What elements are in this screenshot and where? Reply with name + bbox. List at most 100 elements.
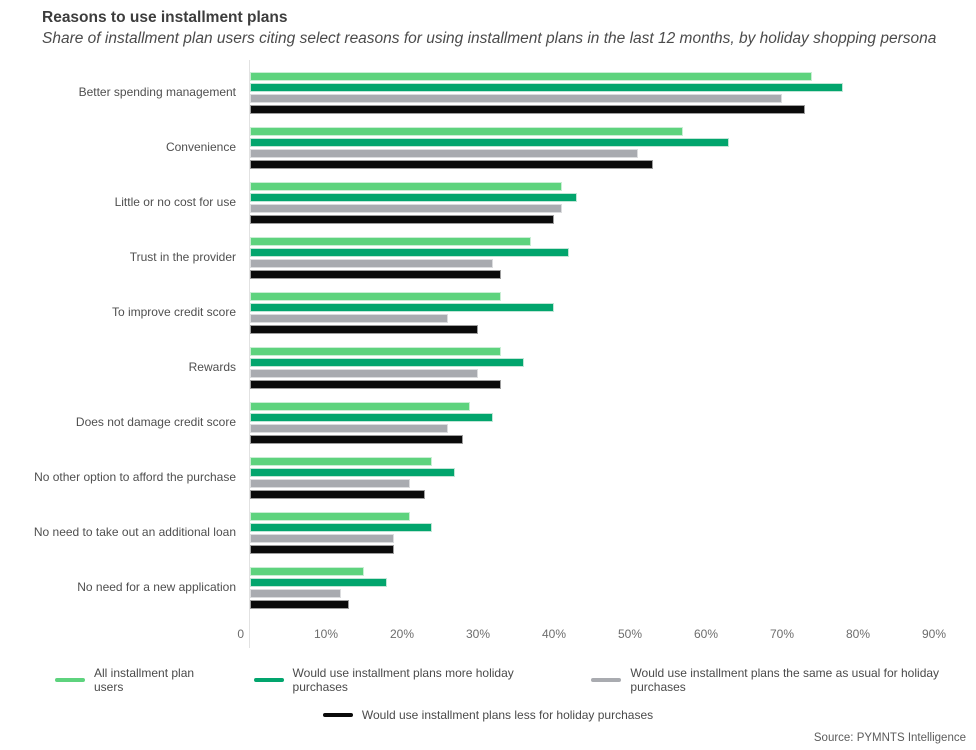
- category-label: To improve credit score: [111, 305, 236, 320]
- bar-would-use-installment-plans-the-same-as-usual-for-holiday-purchases: [250, 148, 638, 158]
- bar-would-use-installment-plans-less-for-holiday-purchases: [250, 104, 805, 114]
- x-tick-label: 20%: [389, 626, 415, 641]
- bar-chart: Better spending management Convenience Lit…: [0, 59, 976, 648]
- bar-group: Rewards: [0, 346, 976, 402]
- bar-would-use-installment-plans-less-for-holiday-purchases: [250, 324, 478, 334]
- bar-all-installment-plan-users: [250, 566, 364, 576]
- bar-group: No need for a new application: [0, 566, 976, 622]
- bar-would-use-installment-plans-the-same-as-usual-for-holiday-purchases: [250, 313, 448, 323]
- bar-groups: Better spending management Convenience Lit…: [0, 59, 976, 622]
- bar-group: Trust in the provider: [0, 236, 976, 292]
- legend-label: All installment plan users: [94, 665, 195, 694]
- bar-group-bars: [249, 59, 976, 127]
- bar-would-use-installment-plans-more-holiday-purchases: [250, 137, 729, 147]
- x-tick-label: 0: [237, 626, 244, 641]
- bar-group: Little or no cost for use: [0, 181, 976, 237]
- bar-would-use-installment-plans-the-same-as-usual-for-holiday-purchases: [250, 258, 494, 268]
- legend-marker-icon: [253, 677, 284, 682]
- bar-would-use-installment-plans-less-for-holiday-purchases: [250, 434, 463, 444]
- bar-would-use-installment-plans-more-holiday-purchases: [250, 247, 570, 257]
- x-axis-spacer: [0, 622, 249, 648]
- legend-row-1: All installment plan users Would use inst…: [55, 666, 976, 694]
- chart-header: Reasons to use installment plans Share o…: [42, 8, 956, 50]
- bar-group: No other option to afford the purchase: [0, 456, 976, 512]
- bar-group-bars: [249, 236, 976, 292]
- category-label: Rewards: [188, 360, 236, 375]
- category-label: No other option to afford the purchase: [34, 470, 236, 485]
- bar-all-installment-plan-users: [250, 346, 501, 356]
- legend-label: Would use installment plans less for hol…: [361, 707, 654, 722]
- bar-all-installment-plan-users: [250, 236, 532, 246]
- category-label: Convenience: [165, 140, 236, 155]
- bar-would-use-installment-plans-more-holiday-purchases: [250, 192, 577, 202]
- legend-item-would-use-installment-plans-the-same-as-usual-for-holiday-purchases: Would use installment plans the same as …: [591, 666, 976, 694]
- bar-group-bars: [249, 346, 976, 402]
- legend-label: Would use installment plans the same as …: [630, 665, 940, 694]
- bar-would-use-installment-plans-less-for-holiday-purchases: [250, 379, 501, 389]
- legend-item-all-installment-plan-users: All installment plan users: [55, 666, 218, 694]
- bar-would-use-installment-plans-more-holiday-purchases: [250, 357, 524, 367]
- legend-row-2: Would use installment plans less for hol…: [0, 708, 976, 722]
- bar-would-use-installment-plans-less-for-holiday-purchases: [250, 599, 349, 609]
- x-axis-ticks: 0 10% 20% 30% 40% 50% 60% 70% 80% 90%: [237, 621, 976, 648]
- bar-would-use-installment-plans-less-for-holiday-purchases: [250, 159, 653, 169]
- category-label: Does not damage credit score: [75, 415, 236, 430]
- bar-would-use-installment-plans-more-holiday-purchases: [250, 467, 456, 477]
- source-note: Source: PYMNTS Intelligence: [813, 732, 966, 744]
- bar-group: Does not damage credit score: [0, 401, 976, 457]
- legend-item-would-use-installment-plans-more-holiday-purchases: Would use installment plans more holiday…: [253, 665, 556, 694]
- x-tick-label: 70%: [769, 626, 795, 641]
- x-tick-label: 40%: [541, 626, 567, 641]
- bar-would-use-installment-plans-the-same-as-usual-for-holiday-purchases: [250, 423, 448, 433]
- bar-group-bars: [249, 511, 976, 567]
- legend-label: Would use installment plans more holiday…: [292, 665, 514, 694]
- category-label: No need to take out an additional loan: [33, 525, 236, 540]
- bar-all-installment-plan-users: [250, 511, 410, 521]
- bar-group: To improve credit score: [0, 291, 976, 347]
- page-title: Reasons to use installment plans: [42, 9, 288, 26]
- bar-all-installment-plan-users: [250, 181, 562, 191]
- x-tick-label: 80%: [845, 626, 871, 641]
- legend: All installment plan users Would use inst…: [0, 666, 976, 722]
- bar-would-use-installment-plans-the-same-as-usual-for-holiday-purchases: [250, 588, 342, 598]
- bar-would-use-installment-plans-less-for-holiday-purchases: [250, 269, 501, 279]
- category-label: Better spending management: [78, 85, 236, 100]
- x-tick-label: 30%: [465, 626, 491, 641]
- bar-group: Better spending management: [0, 59, 976, 127]
- bar-group-bars: [249, 566, 976, 622]
- category-label: Trust in the provider: [129, 250, 236, 265]
- bar-would-use-installment-plans-less-for-holiday-purchases: [250, 544, 395, 554]
- bar-all-installment-plan-users: [250, 71, 813, 81]
- bar-group: Convenience: [0, 126, 976, 182]
- bar-group-bars: [249, 181, 976, 237]
- bar-would-use-installment-plans-more-holiday-purchases: [250, 522, 433, 532]
- bar-all-installment-plan-users: [250, 126, 684, 136]
- category-label: Little or no cost for use: [114, 195, 236, 210]
- bar-would-use-installment-plans-more-holiday-purchases: [250, 577, 387, 587]
- bar-group-bars: [249, 126, 976, 182]
- bar-group-bars: [249, 291, 976, 347]
- bar-would-use-installment-plans-more-holiday-purchases: [250, 82, 843, 92]
- bar-would-use-installment-plans-the-same-as-usual-for-holiday-purchases: [250, 93, 782, 103]
- legend-marker-icon: [322, 712, 353, 717]
- bar-would-use-installment-plans-more-holiday-purchases: [250, 412, 494, 422]
- x-tick-label: 60%: [693, 626, 719, 641]
- bar-group-bars: [249, 401, 976, 457]
- x-axis: 0 10% 20% 30% 40% 50% 60% 70% 80% 90%: [0, 621, 976, 648]
- bar-would-use-installment-plans-the-same-as-usual-for-holiday-purchases: [250, 478, 410, 488]
- page-subtitle: Share of installment plan users citing s…: [42, 30, 937, 48]
- category-label: No need for a new application: [77, 580, 236, 595]
- legend-marker-icon: [55, 677, 85, 682]
- x-tick-label: 90%: [921, 626, 947, 641]
- bar-would-use-installment-plans-the-same-as-usual-for-holiday-purchases: [250, 203, 562, 213]
- bar-would-use-installment-plans-the-same-as-usual-for-holiday-purchases: [250, 533, 395, 543]
- legend-item-would-use-installment-plans-less-for-holiday-purchases: Would use installment plans less for hol…: [322, 707, 654, 722]
- bar-all-installment-plan-users: [250, 401, 471, 411]
- bar-would-use-installment-plans-less-for-holiday-purchases: [250, 214, 554, 224]
- bar-would-use-installment-plans-the-same-as-usual-for-holiday-purchases: [250, 368, 478, 378]
- bar-all-installment-plan-users: [250, 291, 501, 301]
- x-tick-label: 10%: [313, 626, 339, 641]
- bar-would-use-installment-plans-more-holiday-purchases: [250, 302, 554, 312]
- x-tick-label: 50%: [617, 626, 643, 641]
